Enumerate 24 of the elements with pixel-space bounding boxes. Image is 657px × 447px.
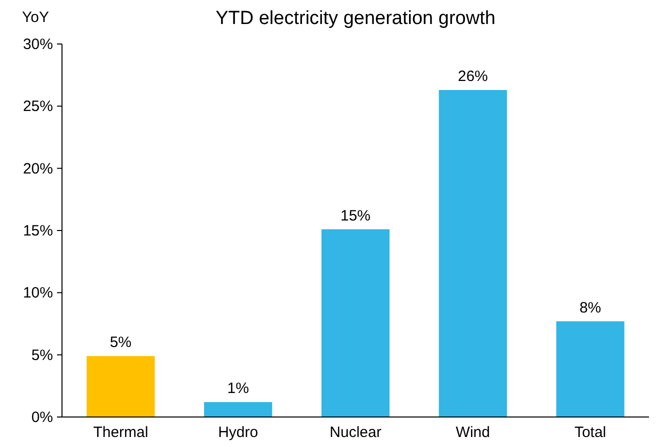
y-tick-label: 10% (22, 284, 53, 302)
y-tick-label: 25% (22, 98, 53, 116)
bar (204, 402, 272, 417)
x-tick-label: Hydro (218, 424, 258, 441)
x-tick-label: Wind (456, 424, 490, 441)
y-axis-title: YoY (22, 9, 49, 26)
bar (556, 321, 624, 417)
chart-title: YTD electricity generation growth (216, 8, 496, 29)
y-tick-label: 0% (31, 409, 53, 426)
bar (438, 90, 507, 417)
data-label: 5% (110, 334, 132, 352)
data-label: 26% (458, 68, 488, 86)
data-label: 15% (340, 207, 371, 224)
x-tick-label: Thermal (93, 424, 148, 441)
x-tick-label: Total (574, 424, 606, 441)
y-tick-label: 30% (22, 36, 53, 53)
y-tick-label: 20% (22, 160, 53, 178)
bar (321, 229, 390, 417)
y-tick-label: 5% (31, 346, 53, 364)
x-tick-label: Nuclear (330, 424, 382, 441)
y-tick-label: 15% (22, 222, 53, 240)
data-label: 1% (227, 380, 249, 398)
data-label: 8% (579, 299, 602, 316)
bar (86, 356, 155, 417)
